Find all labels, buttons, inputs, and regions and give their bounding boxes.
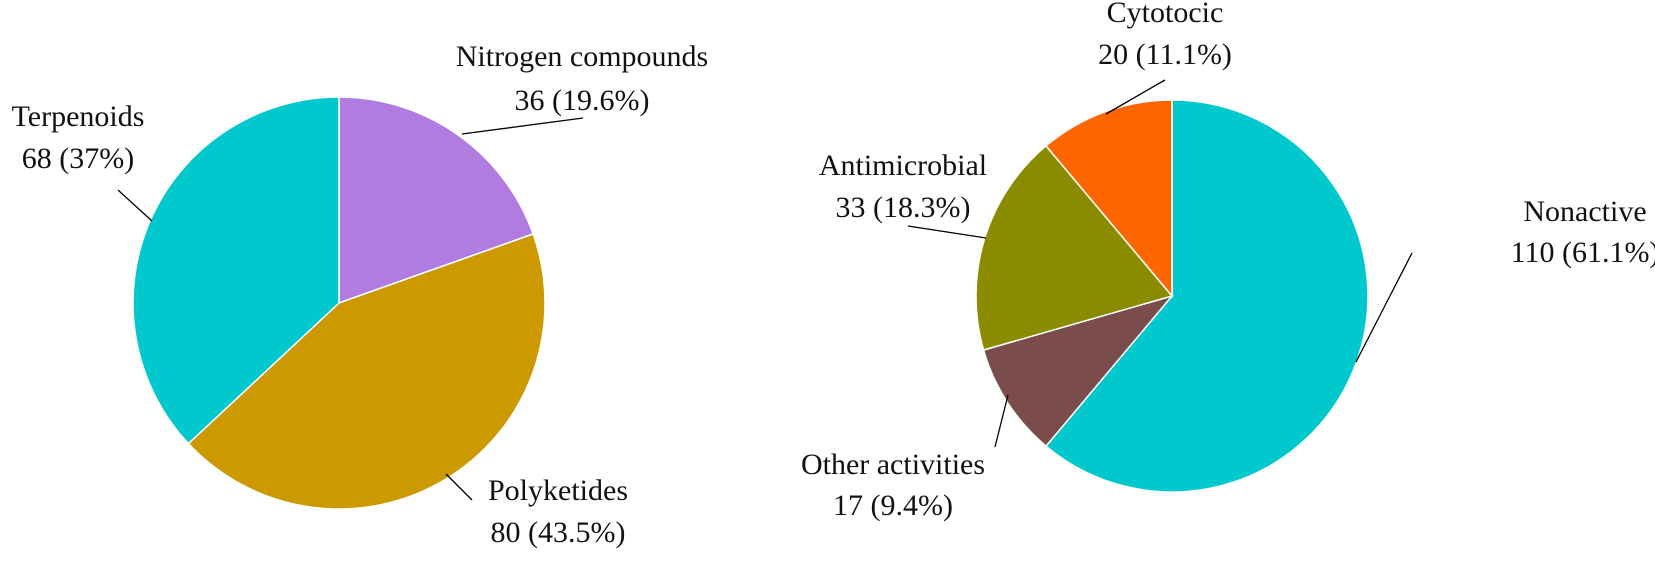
pie-slice-nonactive [1044,99,1369,493]
pie-slice-terpenoids [132,96,340,445]
leader-line-other-activities [994,394,1009,448]
leader-line-antimicrobial [907,225,987,239]
slice-value-label-other-activities: 17 (9.4%) [833,489,953,522]
slice-label-cytotocic: Cytotocic [1107,0,1224,29]
slice-label-terpenoids: Terpenoids [12,100,145,133]
pie-slice-polyketides [187,233,546,510]
leader-line-polyketides [445,473,473,501]
slice-value-label-terpenoids: 68 (37%) [22,142,134,175]
slice-value-label-antimicrobial: 33 (18.3%) [836,191,971,224]
slice-label-nonactive: Nonactive [1523,195,1646,228]
leader-line-nitrogen-compounds [461,117,584,135]
pie-slice-antimicrobial [975,144,1174,351]
slice-value-label-cytotocic: 20 (11.1%) [1098,38,1232,71]
pie-slice-nitrogen-compounds [338,96,535,305]
slice-label-nitrogen-compounds: Nitrogen compounds [456,40,708,73]
slice-value-label-polyketides: 80 (43.5%) [491,516,626,549]
leader-line-nonactive [1355,252,1413,363]
leader-line-cytotocic [1105,79,1166,115]
leader-line-terpenoids [117,189,153,222]
slice-value-label-nitrogen-compounds: 36 (19.6%) [515,84,650,117]
pie-slice-other-activities [982,294,1175,448]
slice-label-other-activities: Other activities [801,448,985,481]
pie-chart-bioactivities: Nonactive 110 (61.1%) Other activities 17 (… [801,0,1655,522]
slice-label-polyketides: Polyketides [488,474,628,507]
pie-slice-cytotocic [1044,99,1173,299]
slice-value-label-nonactive: 110 (61.1%) [1511,236,1655,269]
slice-label-antimicrobial: Antimicrobial [819,149,987,182]
pie-chart-compound-classes: Nitrogen compounds 36 (19.6%) Polyketides 8… [12,40,709,549]
